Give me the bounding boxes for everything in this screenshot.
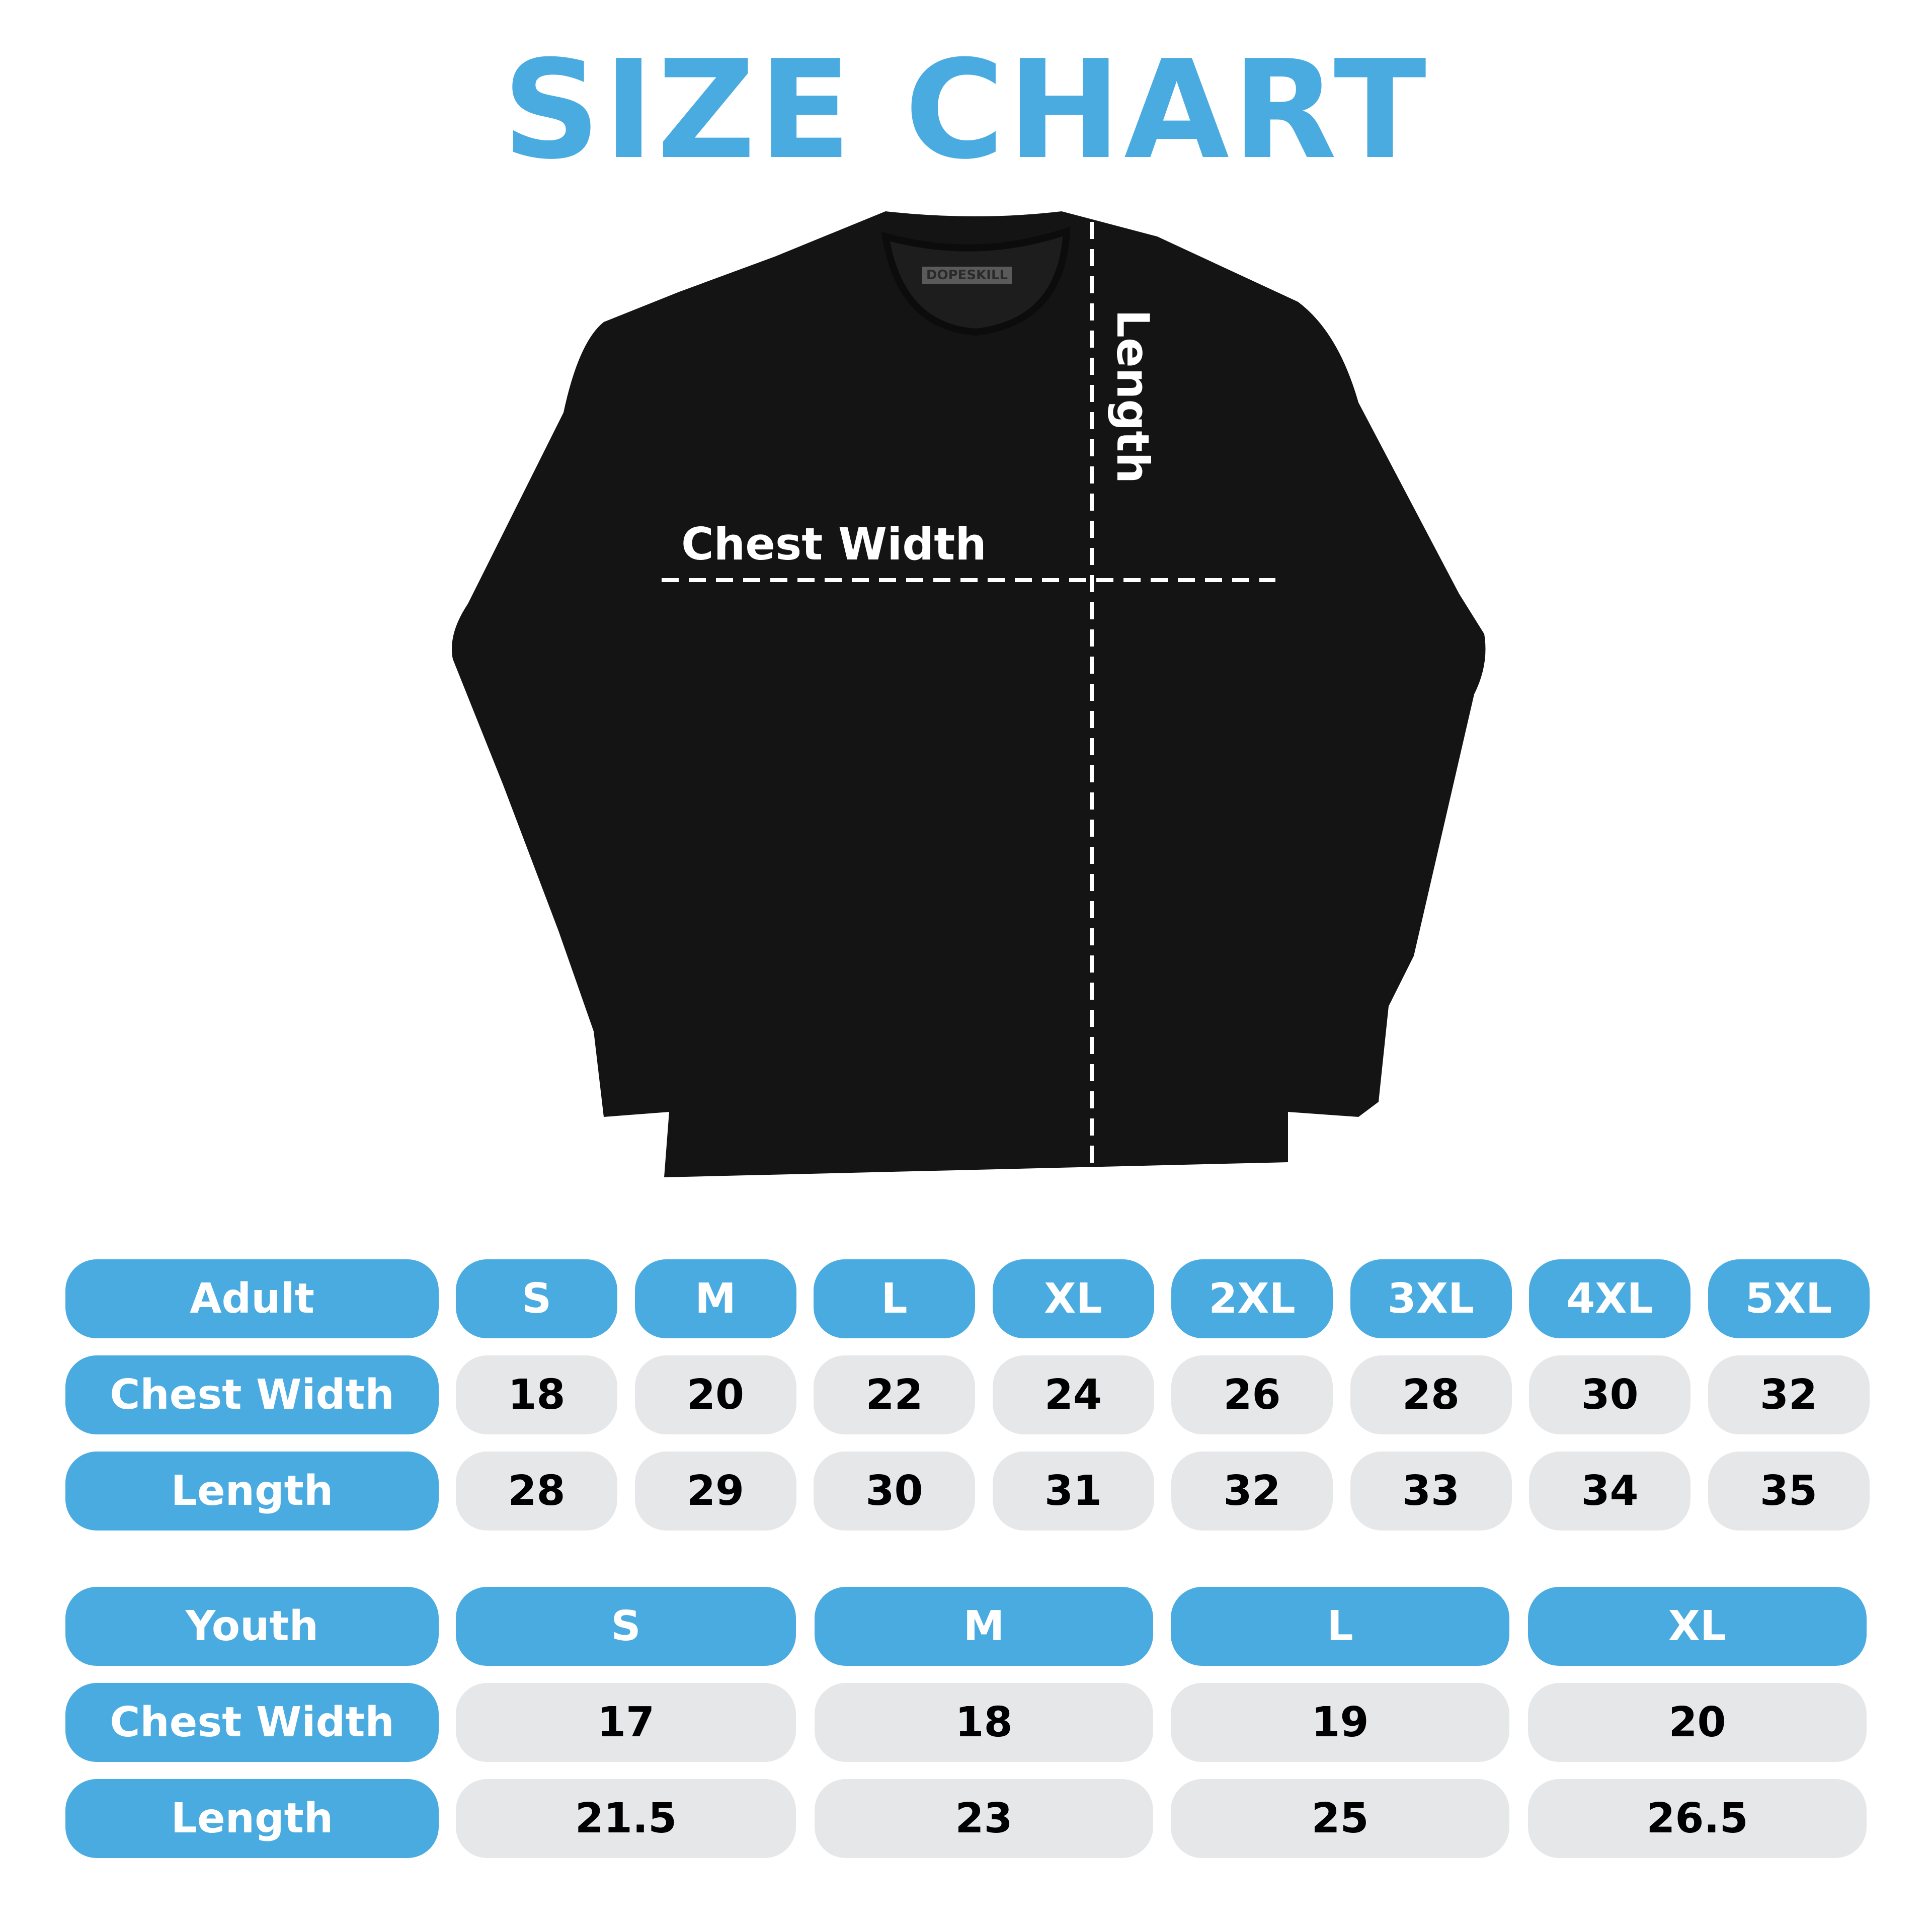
- adult-value-cell: 34: [1529, 1452, 1691, 1531]
- adult-value-cell: 22: [814, 1355, 975, 1434]
- youth-value-cell: 17: [456, 1683, 796, 1762]
- youth-value-cell: 20: [1528, 1683, 1867, 1762]
- youth-value-cell: 18: [815, 1683, 1153, 1762]
- page-title: SIZE CHART: [502, 31, 1430, 189]
- youth-size-header: S: [456, 1587, 796, 1666]
- adult-size-header: 2XL: [1171, 1259, 1333, 1338]
- youth-value-cell: 19: [1171, 1683, 1509, 1762]
- youth-value-cell: 21.5: [456, 1779, 796, 1858]
- adult-value-cell: 28: [1350, 1355, 1512, 1434]
- adult-value-cell: 33: [1350, 1452, 1512, 1531]
- adult-row-label: Chest Width: [65, 1355, 439, 1434]
- adult-size-header: M: [634, 1259, 796, 1338]
- adult-value-cell: 32: [1708, 1355, 1870, 1434]
- adult-row-label: Length: [65, 1452, 439, 1531]
- chest-width-label: Chest Width: [681, 518, 987, 570]
- adult-size-header: L: [814, 1259, 975, 1338]
- adult-value-cell: 26: [1171, 1355, 1333, 1434]
- adult-header: Adult: [65, 1259, 439, 1338]
- youth-value-cell: 26.5: [1528, 1779, 1867, 1858]
- adult-value-cell: 35: [1708, 1452, 1870, 1531]
- adult-value-cell: 20: [634, 1355, 796, 1434]
- adult-size-header: 5XL: [1708, 1259, 1870, 1338]
- brand-label: DOPESKILL: [922, 267, 1012, 284]
- adult-size-header: XL: [992, 1259, 1154, 1338]
- adult-value-cell: 29: [634, 1452, 796, 1531]
- youth-size-header: L: [1171, 1587, 1509, 1666]
- youth-row-label: Length: [65, 1779, 439, 1858]
- length-label: Length: [1107, 309, 1159, 484]
- adult-size-header: S: [456, 1259, 617, 1338]
- shirt-body: [452, 211, 1486, 1177]
- adult-value-cell: 24: [992, 1355, 1154, 1434]
- adult-value-cell: 30: [1529, 1355, 1691, 1434]
- adult-value-cell: 18: [456, 1355, 617, 1434]
- adult-size-header: 4XL: [1529, 1259, 1691, 1338]
- adult-value-cell: 28: [456, 1452, 617, 1531]
- adult-value-cell: 30: [814, 1452, 975, 1531]
- youth-row-label: Chest Width: [65, 1683, 439, 1762]
- adult-value-cell: 32: [1171, 1452, 1333, 1531]
- adult-size-header: 3XL: [1350, 1259, 1512, 1338]
- adult-value-cell: 31: [992, 1452, 1154, 1531]
- youth-value-cell: 25: [1171, 1779, 1509, 1858]
- youth-value-cell: 23: [815, 1779, 1153, 1858]
- youth-size-header: XL: [1528, 1587, 1867, 1666]
- youth-header: Youth: [65, 1587, 439, 1666]
- youth-size-header: M: [815, 1587, 1153, 1666]
